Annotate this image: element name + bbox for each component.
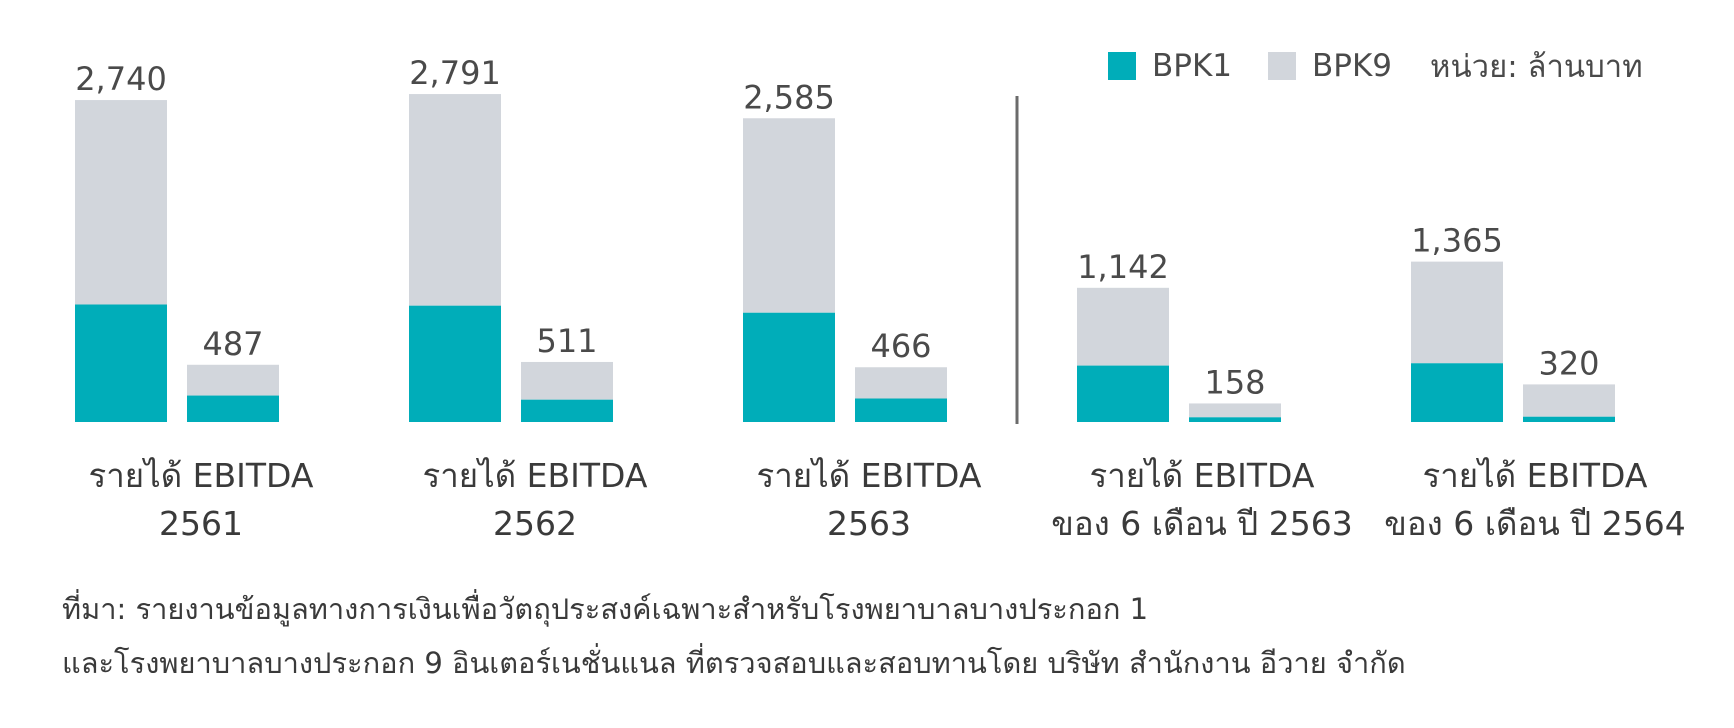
bar-segment-bpk1 — [1523, 416, 1615, 422]
bar-segment-bpk1 — [855, 398, 947, 422]
caption-line1: รายได้ EBITDA — [88, 456, 314, 495]
bar-segment-bpk1 — [1077, 365, 1169, 422]
unit-label: หน่วย: ล้านบาท — [1430, 49, 1643, 85]
data-label: 487 — [202, 325, 263, 363]
caption-line1: รายได้ EBITDA — [1422, 456, 1648, 495]
group-caption: รายได้ EBITDA 2562 — [370, 452, 700, 548]
bar-chart: 2,740 487 2,791 511 2,585 466 1,142 158 1,365 320 — [75, 54, 1615, 424]
bar-segment-bpk9 — [1077, 287, 1169, 366]
group-caption: รายได้ EBITDA 2561 — [36, 452, 366, 548]
bar-segment-bpk9 — [75, 100, 167, 305]
caption-line1: รายได้ EBITDA — [422, 456, 648, 495]
legend-item-bpk9: BPK9 — [1232, 48, 1392, 84]
caption-line2: 2563 — [827, 504, 911, 543]
data-label: 511 — [536, 322, 597, 360]
data-label: 2,585 — [743, 78, 835, 116]
data-label: 2,791 — [409, 54, 501, 92]
bar-segment-bpk9 — [1523, 384, 1615, 417]
legend-swatch-bpk9 — [1268, 52, 1297, 80]
bar-segment-bpk9 — [409, 94, 501, 306]
group-caption: รายได้ EBITDA ของ 6 เดือน ปี 2564 — [1370, 452, 1700, 548]
source-line-1: ที่มา: รายงานข้อมูลทางการเงินเพื่อวัตถุป… — [62, 592, 1149, 626]
data-label: 1,365 — [1411, 222, 1503, 260]
group-caption: รายได้ EBITDA ของ 6 เดือน ปี 2563 — [1037, 452, 1367, 548]
bar-segment-bpk9 — [187, 364, 279, 396]
bar-segment-bpk1 — [1411, 363, 1503, 422]
bar-segment-bpk1 — [521, 399, 613, 422]
legend-label-bpk9: BPK9 — [1312, 48, 1393, 84]
caption-line2: 2561 — [159, 504, 243, 543]
bar-segment-bpk9 — [1189, 403, 1281, 418]
bar-segment-bpk1 — [75, 304, 167, 422]
bar-segment-bpk9 — [521, 361, 613, 400]
data-label: 466 — [870, 327, 931, 365]
caption-line2: 2562 — [493, 504, 577, 543]
caption-line1: รายได้ EBITDA — [756, 456, 982, 495]
source-note: ที่มา: รายงานข้อมูลทางการเงินเพื่อวัตถุป… — [62, 582, 1406, 690]
caption-line2: ของ 6 เดือน ปี 2563 — [1051, 504, 1353, 543]
bar-segment-bpk1 — [743, 312, 835, 422]
bar-segment-bpk9 — [855, 367, 947, 399]
caption-line2: ของ 6 เดือน ปี 2564 — [1384, 504, 1686, 543]
bar-segment-bpk1 — [187, 395, 279, 422]
data-label: 1,142 — [1077, 248, 1169, 286]
bar-segment-bpk9 — [1411, 261, 1503, 364]
legend-item-bpk1: BPK1 — [1108, 48, 1232, 84]
legend-label-bpk1: BPK1 — [1152, 48, 1233, 84]
bar-segment-bpk9 — [743, 118, 835, 313]
legend: BPK1 BPK9 หน่วย: ล้านบาท — [1108, 44, 1643, 88]
data-label: 158 — [1204, 363, 1265, 401]
bar-segment-bpk1 — [409, 305, 501, 422]
bar-segment-bpk1 — [1189, 417, 1281, 422]
legend-swatch-bpk1 — [1108, 52, 1136, 80]
group-caption: รายได้ EBITDA 2563 — [704, 452, 1034, 548]
source-line-2: และโรงพยาบาลบางประกอก 9 อินเตอร์เนชั่นแน… — [62, 646, 1406, 680]
caption-line1: รายได้ EBITDA — [1089, 456, 1315, 495]
data-label: 320 — [1538, 344, 1599, 382]
data-label: 2,740 — [75, 60, 167, 98]
